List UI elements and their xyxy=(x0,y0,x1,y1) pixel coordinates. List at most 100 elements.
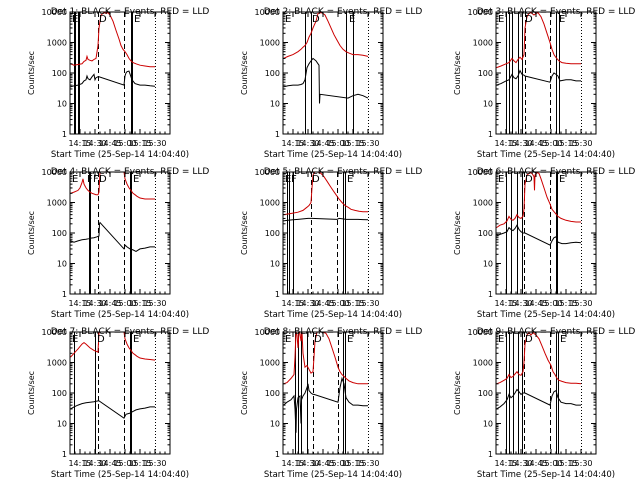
segment-label: E xyxy=(498,14,504,25)
y-tick-label: 1000 xyxy=(260,39,280,48)
segment-label: E xyxy=(285,174,291,185)
x-tick-label: 15:30 xyxy=(356,459,379,468)
x-tick-label: 15:00 xyxy=(113,459,136,468)
segment-label: D xyxy=(525,14,533,25)
segment-label: E xyxy=(559,14,565,25)
y-tick-label: 1000 xyxy=(47,199,67,208)
y-axis-label: Counts/sec xyxy=(27,51,36,95)
y-tick-label: 1000 xyxy=(473,199,493,208)
x-tick-label: 15:15 xyxy=(128,139,151,148)
panel-title: Det 6: BLACK = Events, RED = LLD xyxy=(477,167,636,177)
segment-label: E xyxy=(285,14,291,25)
x-axis-label: Start Time (25-Sep-14 14:04:40) xyxy=(264,470,402,480)
x-tick-label: 14:30 xyxy=(509,299,532,308)
segment-label: E xyxy=(134,14,140,25)
y-tick-label: 1 xyxy=(488,290,493,299)
x-tick-label: 14:15 xyxy=(494,459,517,468)
chart-panel: E F F D E11010010001000014:1514:3014:4515:00… xyxy=(27,167,209,320)
y-tick-label: 1 xyxy=(488,130,493,139)
y-axis-label: Counts/sec xyxy=(453,51,462,95)
y-tick-label: 100 xyxy=(52,389,67,398)
x-tick-label: 14:30 xyxy=(296,299,319,308)
x-tick-label: 15:30 xyxy=(143,299,166,308)
x-axis-label: Start Time (25-Sep-14 14:04:40) xyxy=(51,470,189,480)
x-tick-label: 14:45 xyxy=(98,299,121,308)
chart-panel: E D E11010010001000014:1514:3014:4515:0015… xyxy=(453,327,635,480)
x-tick-label: 15:15 xyxy=(341,139,364,148)
chart-panel: E D E11010010001000014:1514:3014:4515:0015… xyxy=(453,167,635,320)
events-series-line xyxy=(496,69,581,86)
y-tick-label: 1000 xyxy=(260,359,280,368)
x-tick-label: 15:15 xyxy=(554,139,577,148)
y-axis-label: Counts/sec xyxy=(27,211,36,255)
segment-label: E xyxy=(498,174,504,185)
y-tick-label: 10 xyxy=(270,260,280,269)
y-tick-label: 10000 xyxy=(468,168,493,177)
x-tick-label: 14:30 xyxy=(83,299,106,308)
x-tick-label: 14:15 xyxy=(281,139,304,148)
y-tick-label: 10 xyxy=(57,260,67,269)
y-tick-label: 10000 xyxy=(468,8,493,17)
x-axis-label: Start Time (25-Sep-14 14:04:40) xyxy=(264,310,402,320)
lld-series-line xyxy=(283,12,369,59)
x-tick-label: 15:00 xyxy=(113,139,136,148)
y-tick-label: 1 xyxy=(62,450,67,459)
y-tick-label: 10 xyxy=(270,100,280,109)
panel-title: Det 7: BLACK = Events, RED = LLD xyxy=(51,327,210,337)
panel-title: Det 2: BLACK = Events, RED = LLD xyxy=(264,7,423,17)
segment-label: D xyxy=(99,174,107,185)
x-tick-label: 15:15 xyxy=(341,459,364,468)
lld-series-line xyxy=(70,172,155,200)
x-tick-label: 14:30 xyxy=(509,459,532,468)
segment-label: E xyxy=(72,334,78,345)
x-tick-label: 14:15 xyxy=(494,139,517,148)
y-tick-label: 10000 xyxy=(255,8,280,17)
y-tick-label: 100 xyxy=(265,389,280,398)
segment-label: D xyxy=(312,14,320,25)
segment-label: E xyxy=(349,14,355,25)
y-axis-label: Counts/sec xyxy=(27,371,36,415)
segment-label: E xyxy=(498,334,504,345)
x-tick-label: 14:15 xyxy=(68,139,91,148)
y-tick-label: 100 xyxy=(478,389,493,398)
y-tick-label: 10 xyxy=(57,420,67,429)
x-tick-label: 14:45 xyxy=(524,299,547,308)
x-tick-label: 14:45 xyxy=(311,299,334,308)
segment-label: E xyxy=(133,334,139,345)
y-tick-label: 10 xyxy=(483,100,493,109)
x-tick-label: 14:45 xyxy=(524,139,547,148)
y-tick-label: 1000 xyxy=(473,359,493,368)
events-series-line xyxy=(283,376,368,433)
x-tick-label: 15:00 xyxy=(539,139,562,148)
x-tick-label: 15:30 xyxy=(143,459,166,468)
x-tick-label: 14:30 xyxy=(83,139,106,148)
y-tick-label: 10000 xyxy=(42,168,67,177)
x-tick-label: 14:45 xyxy=(98,459,121,468)
y-tick-label: 1 xyxy=(275,290,280,299)
y-axis-label: Counts/sec xyxy=(240,51,249,95)
x-tick-label: 15:00 xyxy=(326,459,349,468)
y-tick-label: 10 xyxy=(483,420,493,429)
chart-panel: E D E11010010001000014:1514:3014:4515:0015… xyxy=(27,7,209,160)
x-tick-label: 14:45 xyxy=(524,459,547,468)
segment-label: D xyxy=(99,14,107,25)
x-tick-label: 14:15 xyxy=(68,299,91,308)
y-tick-label: 10 xyxy=(270,420,280,429)
events-series-line xyxy=(70,70,156,88)
x-axis-label: Start Time (25-Sep-14 14:04:40) xyxy=(477,470,615,480)
y-axis-label: Counts/sec xyxy=(453,371,462,415)
panel-title: Det 3: BLACK = Events, RED = LLD xyxy=(477,7,636,17)
x-tick-label: 14:30 xyxy=(296,139,319,148)
segment-label: D xyxy=(97,334,105,345)
x-tick-label: 15:30 xyxy=(569,459,592,468)
segment-label: E xyxy=(347,334,353,345)
segment-label: E xyxy=(559,174,565,185)
x-tick-label: 15:00 xyxy=(326,139,349,148)
x-tick-label: 14:45 xyxy=(98,139,121,148)
y-tick-label: 10 xyxy=(483,260,493,269)
lld-series-line xyxy=(70,12,155,68)
y-tick-label: 1 xyxy=(488,450,493,459)
y-tick-label: 1000 xyxy=(47,359,67,368)
y-tick-label: 1 xyxy=(62,130,67,139)
chart-panel: E F D E11010010001000014:1514:3014:4515:001… xyxy=(240,167,422,320)
